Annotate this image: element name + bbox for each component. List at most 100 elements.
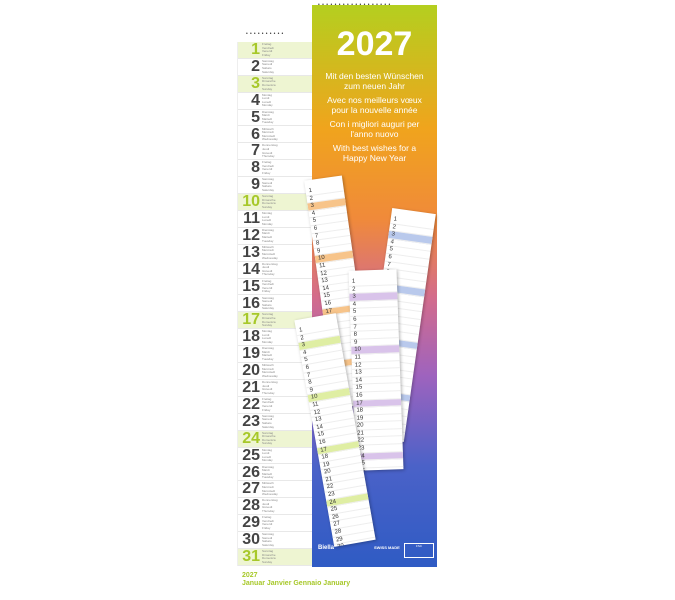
greeting: Avec nos meilleurs vœux pour la nouvelle …	[312, 95, 437, 115]
day-name: Saturday	[262, 187, 275, 192]
day-row: 15 Freitag Vendredi Venerdì Friday	[238, 278, 313, 296]
day-row: 27 Mittwoch Mercredi Mercoledì Wednesday	[238, 480, 313, 499]
day-name: Montag	[262, 211, 273, 215]
day-row: 28 Donnerstag Jeudi Giovedì Thursday	[238, 497, 313, 516]
day-number: 30	[242, 531, 260, 549]
day-number: 1	[251, 41, 260, 58]
greeting-line: Happy New Year	[342, 153, 407, 163]
greeting-line: zum neuen Jahr	[344, 81, 405, 91]
day-name: Mercredi	[262, 248, 274, 253]
day-number: 29	[242, 514, 260, 532]
day-name: Mittwoch	[262, 363, 274, 368]
day-name: Martedì	[262, 353, 273, 358]
day-number: 27	[242, 480, 260, 498]
day-names: Mittwoch Mercredi Mercoledì Wednesday	[262, 363, 278, 378]
day-row: 25 Montag Lundi Lunedì Monday	[238, 446, 313, 465]
calendar-strip: 1 Freitag Vendredi Venerdì Friday 2 Samstag Sam…	[237, 41, 313, 566]
day-number: 25	[242, 446, 260, 464]
day-name: Jeudi	[262, 146, 270, 151]
day-number: 2	[251, 57, 260, 75]
day-number: 28	[242, 497, 260, 515]
day-name: Dimanche	[262, 79, 276, 84]
day-number: 17	[242, 311, 260, 329]
day-name: Samstag	[262, 413, 274, 418]
day-row: 11 Montag Lundi Lunedì Monday	[238, 210, 313, 228]
day-name: Mittwoch	[262, 244, 274, 249]
day-name: Dimanche	[262, 552, 276, 557]
day-name: Jeudi	[262, 265, 270, 270]
day-name: Vendredi	[262, 163, 274, 168]
day-name: Saturday	[262, 424, 275, 429]
day-name: Wednesday	[262, 255, 278, 260]
day-row: 10 Sonntag Dimanche Domenica Sunday	[238, 193, 313, 211]
day-row: 18 Montag Lundi Lunedì Monday	[238, 328, 313, 347]
day-name: Sabato	[262, 66, 272, 71]
day-name: Sonntag	[262, 75, 274, 80]
day-number: 16	[242, 294, 260, 312]
day-name: Friday	[262, 289, 271, 294]
day-name: Dienstag	[262, 464, 274, 469]
day-names: Freitag Vendredi Venerdì Friday	[262, 42, 274, 57]
day-names: Sonntag Dimanche Domenica Sunday	[262, 194, 276, 209]
day-name: Tuesday	[262, 120, 274, 125]
day-names: Montag Lundi Lunedì Monday	[262, 448, 273, 463]
day-name: Venerdì	[262, 404, 273, 409]
day-name: Jeudi	[262, 501, 270, 506]
day-number: 3	[251, 74, 260, 92]
day-row: 21 Donnerstag Jeudi Giovedì Thursday	[238, 379, 313, 397]
day-name: Venerdì	[262, 522, 273, 527]
day-number: 11	[243, 210, 260, 227]
day-name: Donnerstag	[262, 261, 278, 266]
day-names: Freitag Vendredi Venerdì Friday	[262, 516, 274, 530]
day-names: Dienstag Mardi Martedì Tuesday	[262, 110, 274, 125]
day-name: Sunday	[262, 441, 273, 446]
day-name: Donnerstag	[262, 380, 278, 384]
day-row: 23 Samstag Samedi Sabato Saturday	[238, 413, 313, 431]
day-name: Tuesday	[262, 356, 274, 361]
day-name: Lundi	[262, 214, 270, 219]
day-row: 29 Freitag Vendredi Venerdì Friday	[238, 514, 313, 533]
day-name: Dienstag	[262, 346, 274, 351]
day-names: Freitag Vendredi Venerdì Friday	[262, 279, 274, 294]
day-names: Samstag Samedi Sabato Saturday	[262, 59, 274, 74]
day-name: Venerdì	[262, 49, 273, 54]
day-name: Vendredi	[262, 400, 274, 405]
day-row: 7 Donnerstag Jeudi Giovedì Thursday	[238, 142, 313, 161]
day-name: Vendredi	[262, 282, 274, 287]
day-row: 9 Samstag Samedi Sabato Saturday	[238, 176, 313, 195]
day-name: Sabato	[262, 184, 272, 189]
day-name: Lunedì	[262, 218, 272, 223]
day-name: Wednesday	[262, 137, 278, 142]
day-name: Venerdì	[262, 167, 273, 172]
day-row: 17 Sonntag Dimanche Domenica Sunday	[238, 311, 313, 330]
day-number: 8	[251, 159, 260, 177]
day-name: Dienstag	[262, 227, 274, 232]
day-name: Samstag	[262, 177, 274, 182]
day-name: Montag	[262, 92, 273, 97]
day-name: Donnerstag	[262, 143, 278, 148]
day-name: Saturday	[262, 306, 275, 311]
day-name: Domenica	[262, 82, 276, 87]
day-name: Samedi	[262, 535, 273, 540]
day-names: Montag Lundi Lunedì Monday	[262, 92, 273, 108]
day-name: Mercoledì	[262, 370, 276, 375]
fsc-logo: FSC	[404, 543, 434, 558]
day-name: Martedì	[262, 471, 273, 476]
day-number: 14	[242, 260, 260, 278]
day-row: 26 Dienstag Mardi Martedì Tuesday	[238, 464, 313, 482]
day-row: 16 Samstag Samedi Sabato Saturday	[238, 294, 313, 313]
day-name: Monday	[262, 340, 273, 345]
day-name: Mardi	[262, 113, 270, 118]
day-name: Monday	[262, 458, 273, 463]
day-names: Mittwoch Mercredi Mercoledì Wednesday	[262, 482, 278, 496]
day-names: Samstag Samedi Sabato Saturday	[262, 413, 275, 429]
day-name: Domenica	[262, 556, 276, 561]
day-name: Vendredi	[262, 518, 274, 523]
day-name: Samstag	[262, 295, 274, 300]
day-name: Mercoledì	[262, 488, 276, 493]
day-number: 12	[242, 226, 260, 244]
day-name: Martedì	[262, 116, 273, 121]
day-name: Giovedì	[262, 268, 273, 273]
day-names: Mittwoch Mercredi Mercoledì Wednesday	[262, 127, 278, 142]
day-name: Tuesday	[262, 238, 274, 243]
